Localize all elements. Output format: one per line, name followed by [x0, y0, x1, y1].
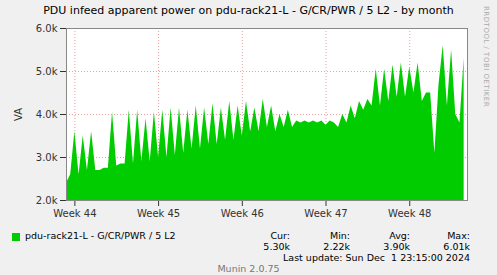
html-text:RRDTOOL / TOBI OETIKER: RRDTOOL / TOBI OETIKER	[482, 6, 490, 108]
html-text:6.01k: 6.01k	[443, 241, 470, 252]
svg-text:Week 46: Week 46	[221, 208, 264, 219]
html-text:Max:: Max:	[447, 230, 470, 241]
svg-text:6.0k: 6.0k	[36, 23, 58, 34]
svg-text:Week 48: Week 48	[388, 208, 431, 219]
html-text:PDU infeed apparent power on p: PDU infeed apparent power on pdu-rack21-…	[43, 4, 454, 17]
html-text:Min:: Min:	[329, 230, 350, 241]
html-text:pdu-rack21-L - G/CR/PWR / 5 L2: pdu-rack21-L - G/CR/PWR / 5 L2	[25, 230, 176, 241]
html-text:5.30k: 5.30k	[263, 241, 290, 252]
html-text:2.22k: 2.22k	[323, 241, 350, 252]
html-text:Munin 2.0.75: Munin 2.0.75	[217, 263, 280, 274]
html-text:Last update: Sun Dec 1 23:15:0: Last update: Sun Dec 1 23:15:00 2024	[283, 252, 470, 263]
svg-text:4.0k: 4.0k	[36, 109, 58, 120]
svg-text:5.0k: 5.0k	[36, 66, 58, 77]
svg-text:Week 44: Week 44	[53, 208, 96, 219]
svg-text:VA: VA	[13, 108, 24, 121]
svg-text:3.0k: 3.0k	[36, 152, 58, 163]
html-text:Avg:: Avg:	[389, 230, 410, 241]
svg-text:Week 45: Week 45	[137, 208, 180, 219]
html-text:Cur:: Cur:	[270, 230, 290, 241]
svg-text:2.0k: 2.0k	[36, 195, 58, 206]
html-text:3.90k: 3.90k	[383, 241, 410, 252]
svg-text:Week 47: Week 47	[304, 208, 347, 219]
